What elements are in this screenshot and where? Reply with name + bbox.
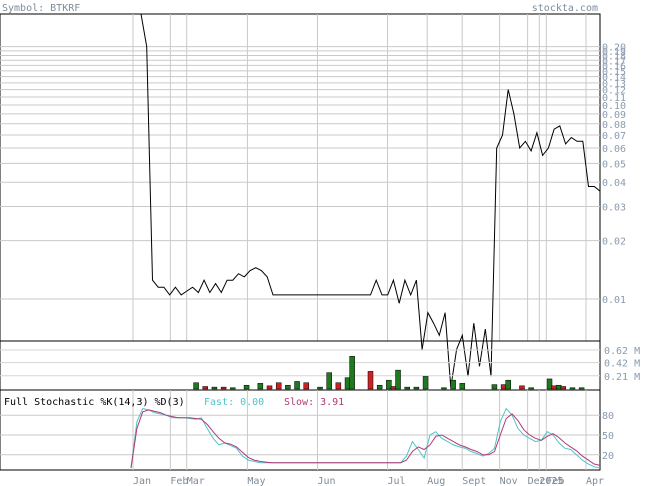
volume-bar bbox=[519, 385, 525, 390]
volume-bar bbox=[555, 384, 562, 390]
price-y-tick-label: 0.10 bbox=[602, 101, 626, 112]
volume-gridlines bbox=[0, 349, 600, 377]
stochastic-y-tick-label: 80 bbox=[602, 411, 614, 422]
volume-bar bbox=[266, 385, 273, 390]
volume-bar bbox=[243, 384, 250, 390]
price-y-tick-label: 0.15 bbox=[602, 67, 626, 78]
x-tick-label: Dec bbox=[528, 476, 546, 486]
stochastic-title: Full Stochastic %K(14,3) %D(3) bbox=[4, 397, 185, 408]
price-y-tick-label: 0.09 bbox=[602, 110, 626, 121]
x-tick-label: Feb bbox=[546, 476, 564, 486]
price-y-tick-label: 0.12 bbox=[602, 86, 626, 97]
x-tick-label: Jan bbox=[133, 476, 151, 486]
volume-panel: 0.21 M 0.42 M 0.62 M bbox=[0, 340, 640, 391]
volume-bar bbox=[285, 384, 291, 390]
x-tick-label: Aug bbox=[427, 476, 445, 486]
stochastic-y-tick-label: 50 bbox=[602, 431, 614, 442]
price-vertical-gridlines bbox=[132, 14, 587, 341]
volume-bar bbox=[560, 386, 567, 390]
symbol-label: Symbol: BTKRF bbox=[2, 3, 80, 14]
price-y-tick-label: 0.11 bbox=[602, 93, 626, 104]
price-y-tick-label: 0.01 bbox=[602, 295, 626, 306]
price-y-tick-label: 0.16 bbox=[602, 61, 626, 72]
volume-bar bbox=[578, 387, 585, 390]
volume-bar bbox=[349, 356, 355, 390]
x-tick-label: May bbox=[247, 476, 265, 486]
volume-bar bbox=[500, 384, 507, 390]
volume-bar bbox=[528, 387, 534, 390]
price-y-tick-label: 0.03 bbox=[602, 202, 626, 213]
stochastic-y-tick-label: 20 bbox=[602, 451, 614, 462]
volume-bar bbox=[230, 387, 236, 390]
volume-bar bbox=[422, 376, 429, 390]
volume-bar bbox=[326, 372, 332, 390]
volume-bar bbox=[317, 386, 323, 390]
volume-y-tick-labels: 0.21 M 0.42 M 0.62 M bbox=[604, 346, 640, 383]
volume-bar bbox=[569, 387, 576, 390]
price-y-tick-label: 0.07 bbox=[602, 131, 626, 142]
price-y-tick-label: 0.19 bbox=[602, 47, 626, 58]
volume-y-tick-label: 0.21 M bbox=[604, 372, 640, 383]
volume-bar bbox=[294, 381, 300, 390]
price-y-tick-label: 0.14 bbox=[602, 73, 626, 84]
volume-bar bbox=[193, 382, 199, 390]
price-y-tick-label: 0.02 bbox=[602, 237, 626, 248]
volume-bar bbox=[335, 382, 342, 390]
stochastic-slow-line bbox=[130, 409, 601, 469]
volume-bar bbox=[220, 386, 227, 390]
volume-bar bbox=[344, 377, 351, 390]
price-y-tick-label: 0.05 bbox=[602, 159, 626, 170]
volume-bar bbox=[441, 387, 447, 390]
price-y-tick-label: 0.20 bbox=[602, 43, 626, 54]
volume-bar bbox=[450, 379, 456, 390]
volume-bar bbox=[491, 384, 498, 390]
price-panel: 0.01 0.02 0.03 0.04 0.05 0.06 0.070.080.090.10… bbox=[0, 13, 626, 388]
price-y-tick-label: 0.13 bbox=[602, 79, 626, 90]
volume-bar bbox=[211, 386, 218, 390]
site-label: stockta.com bbox=[532, 3, 598, 14]
price-y-tick-labels: 0.01 0.02 0.03 0.04 0.05 0.06 0.070.080.090.10… bbox=[602, 43, 626, 306]
volume-bar bbox=[395, 369, 401, 390]
x-tick-label: Jul bbox=[388, 476, 406, 486]
price-y-tick-label: 0.17 bbox=[602, 56, 626, 67]
volume-bar bbox=[386, 379, 392, 390]
stochastic-fast-label: Fast: 0.00 bbox=[204, 397, 264, 408]
volume-bars bbox=[193, 356, 585, 390]
volume-bar bbox=[376, 384, 383, 390]
price-y-tick-label: 0.18 bbox=[602, 51, 626, 62]
x-tick-label: Mar bbox=[187, 476, 205, 486]
volume-bar bbox=[202, 386, 209, 390]
x-tick-label: Jun bbox=[317, 476, 335, 486]
volume-bar bbox=[459, 383, 466, 390]
price-y-tick-label: 0.08 bbox=[602, 120, 626, 131]
volume-bar bbox=[546, 378, 553, 390]
price-y-tick-label: 0.06 bbox=[602, 144, 626, 155]
volume-bar bbox=[390, 386, 397, 390]
x-tick-label: Sept bbox=[462, 476, 486, 486]
volume-bar bbox=[404, 386, 410, 390]
volume-bar bbox=[303, 382, 309, 390]
volume-bar bbox=[505, 379, 511, 390]
stochastic-y-tick-labels: 20 50 80 bbox=[602, 411, 614, 462]
stochastic-panel-frame bbox=[0, 389, 601, 471]
volume-y-tick-label: 0.42 M bbox=[604, 359, 640, 370]
price-line bbox=[140, 13, 601, 388]
volume-bar bbox=[257, 383, 264, 390]
volume-bar bbox=[551, 385, 557, 390]
volume-y-tick-label: 0.62 M bbox=[604, 346, 640, 357]
volume-bar bbox=[367, 371, 374, 390]
stochastic-panel: Full Stochastic %K(14,3) %D(3) Fast: 0.0… bbox=[0, 389, 614, 471]
x-tick-label: Apr bbox=[586, 476, 604, 486]
x-tick-label: Feb bbox=[170, 476, 188, 486]
x-tick-label: Nov bbox=[500, 476, 518, 486]
volume-bar bbox=[275, 382, 282, 390]
price-y-tick-label: 0.04 bbox=[602, 178, 626, 189]
stochastic-slow-label: Slow: 3.91 bbox=[284, 397, 344, 408]
x-tick-label: 2025 bbox=[539, 476, 563, 486]
volume-bar bbox=[413, 386, 420, 390]
